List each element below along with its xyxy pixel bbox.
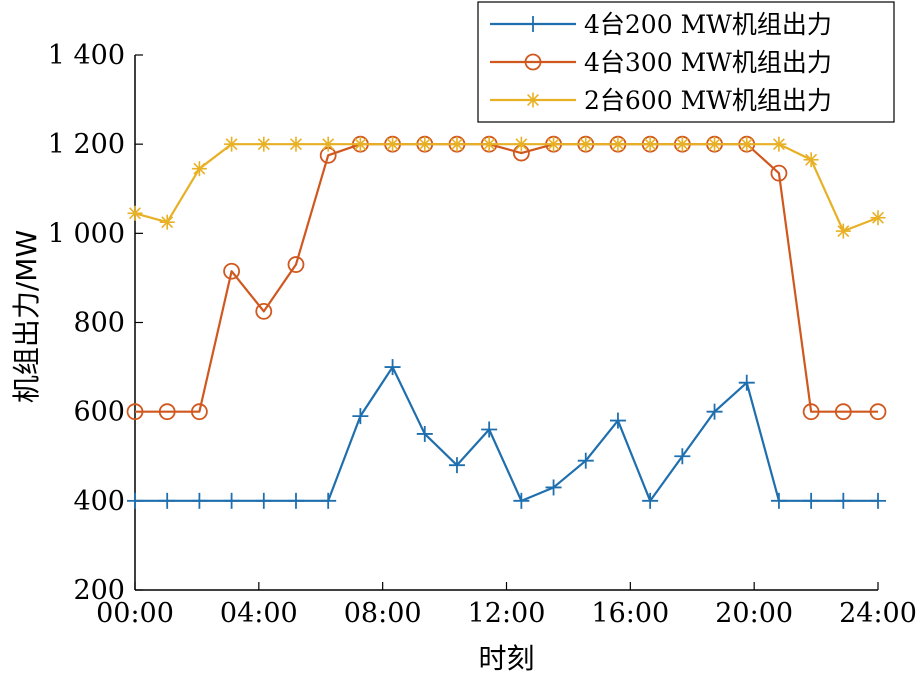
x-axis-title: 时刻 bbox=[478, 642, 534, 675]
data-point bbox=[642, 492, 659, 509]
data-point bbox=[513, 492, 530, 509]
data-point bbox=[545, 479, 562, 496]
legend-label: 4台300 MW机组出力 bbox=[584, 48, 832, 77]
data-point bbox=[481, 136, 497, 152]
data-point bbox=[288, 136, 304, 152]
data-point bbox=[481, 421, 498, 438]
data-point bbox=[803, 492, 820, 509]
series-line bbox=[135, 143, 878, 413]
data-point bbox=[190, 403, 208, 421]
data-point bbox=[770, 164, 788, 182]
x-tick-label: 12:00 bbox=[468, 598, 546, 629]
legend-marker bbox=[525, 92, 541, 108]
data-point bbox=[287, 256, 305, 273]
data-point bbox=[707, 136, 723, 152]
y-tick-label: 400 bbox=[73, 486, 125, 517]
data-point bbox=[223, 262, 240, 280]
y-tick-label: 200 bbox=[73, 575, 125, 606]
series-2 bbox=[126, 135, 887, 421]
data-point bbox=[191, 492, 208, 509]
x-tick-label: 24:00 bbox=[839, 598, 917, 629]
data-point bbox=[513, 136, 529, 152]
data-point bbox=[256, 136, 272, 152]
data-point bbox=[610, 136, 626, 152]
series-3 bbox=[127, 136, 886, 239]
data-point bbox=[578, 136, 594, 152]
data-point bbox=[159, 492, 176, 509]
y-tick-label: 1 200 bbox=[48, 129, 125, 160]
y-tick-label: 600 bbox=[73, 397, 125, 428]
data-point bbox=[577, 452, 594, 469]
series-layer bbox=[126, 135, 887, 509]
legend-entry: 2台600 MW机组出力 bbox=[490, 86, 832, 115]
data-point bbox=[803, 152, 819, 168]
data-point bbox=[870, 492, 886, 509]
y-tick-label: 1 000 bbox=[48, 218, 125, 249]
data-point bbox=[835, 223, 851, 239]
data-point bbox=[287, 492, 304, 509]
data-point bbox=[159, 214, 175, 230]
x-tick-label: 20:00 bbox=[715, 598, 793, 629]
x-tick-label: 04:00 bbox=[220, 598, 298, 629]
data-point bbox=[158, 403, 176, 421]
data-point bbox=[255, 492, 272, 509]
data-point bbox=[223, 492, 240, 509]
data-point bbox=[834, 403, 852, 421]
data-point bbox=[674, 448, 691, 465]
legend-entry: 4台200 MW机组出力 bbox=[490, 10, 832, 39]
data-point bbox=[352, 136, 368, 152]
data-point bbox=[870, 210, 886, 226]
data-point bbox=[546, 136, 562, 152]
data-point bbox=[320, 492, 337, 509]
y-axis-title: 机组出力/MW bbox=[10, 230, 43, 403]
data-point bbox=[609, 412, 626, 429]
data-point bbox=[384, 359, 401, 376]
data-point bbox=[835, 492, 852, 509]
data-point bbox=[255, 302, 273, 320]
series-line bbox=[134, 143, 879, 233]
data-point bbox=[385, 136, 401, 152]
legend-label: 4台200 MW机组出力 bbox=[584, 10, 832, 39]
data-point bbox=[127, 205, 143, 221]
data-point bbox=[191, 161, 207, 177]
data-point bbox=[417, 136, 433, 152]
data-point bbox=[416, 425, 433, 442]
data-point bbox=[706, 403, 723, 420]
series-1 bbox=[127, 359, 886, 509]
data-point bbox=[869, 403, 887, 421]
legend-entry: 4台300 MW机组出力 bbox=[490, 48, 832, 77]
x-tick-label: 16:00 bbox=[591, 598, 669, 629]
data-point bbox=[642, 136, 658, 152]
legend-marker bbox=[525, 16, 541, 32]
axes: 00:00 04:00 08:00 12:00 16:00 20:00 24:00 200 40… bbox=[10, 40, 917, 675]
data-point bbox=[224, 136, 240, 152]
x-tick-label: 08:00 bbox=[344, 598, 422, 629]
data-point bbox=[770, 492, 787, 509]
y-tick-label: 1 400 bbox=[48, 40, 125, 71]
data-point bbox=[802, 403, 820, 421]
y-tick-label: 800 bbox=[73, 308, 125, 339]
data-point bbox=[127, 492, 143, 509]
data-point bbox=[739, 136, 755, 152]
legend-label: 2台600 MW机组出力 bbox=[584, 86, 832, 115]
data-point bbox=[320, 136, 336, 152]
legend-marker bbox=[524, 53, 542, 71]
data-point bbox=[449, 136, 465, 152]
data-point bbox=[352, 408, 369, 425]
x-tick-label: 00:00 bbox=[96, 598, 174, 629]
data-point bbox=[674, 136, 690, 152]
data-point bbox=[738, 374, 755, 391]
data-point bbox=[771, 136, 787, 152]
series-line bbox=[135, 365, 878, 502]
data-point bbox=[448, 457, 465, 474]
data-point bbox=[126, 403, 144, 421]
legend: 4台200 MW机组出力 4台300 MW机组出力 2台600 MW机组出力 bbox=[477, 1, 895, 123]
